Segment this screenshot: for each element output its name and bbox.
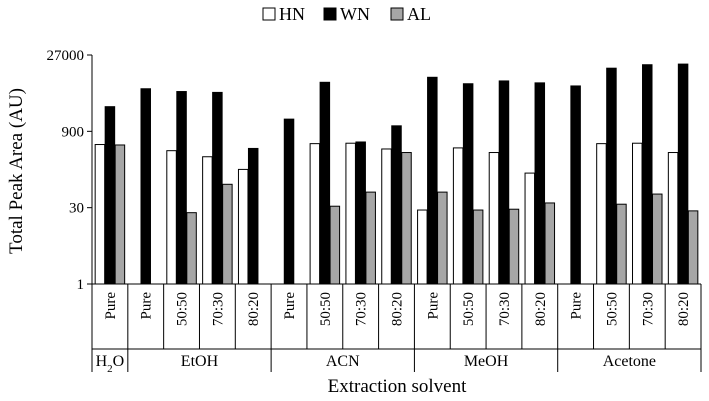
legend-swatch-wn — [323, 7, 337, 21]
bar-wn — [391, 125, 402, 285]
bar-wn — [283, 118, 295, 285]
bar-hn — [202, 156, 213, 285]
bar-wn — [176, 91, 187, 285]
bar-al — [544, 202, 556, 285]
bar-hn — [488, 152, 500, 285]
group-label: H2O — [96, 353, 125, 375]
bar-wn — [642, 64, 653, 285]
bar-wn — [534, 82, 546, 285]
category-label: 70:30 — [210, 292, 226, 326]
bar-al — [508, 208, 520, 285]
legend-swatch-hn — [262, 7, 276, 21]
bar-hn — [452, 147, 464, 285]
bar-hn — [237, 168, 249, 285]
category-label: 80:20 — [246, 292, 262, 326]
bar-wn — [140, 88, 151, 285]
x-axis: Pure Pure 50:50 70:30 80:20 Pure 50:50 70:30 80:… — [91, 283, 702, 375]
category-label: Pure — [282, 292, 298, 320]
bar-hn — [632, 142, 643, 285]
bar-al — [222, 183, 233, 285]
bar-hn — [667, 152, 679, 285]
bar-al — [365, 191, 376, 285]
group-label: ACN — [326, 353, 360, 370]
category-label: Pure — [139, 292, 155, 320]
bar-al — [652, 193, 663, 285]
category-label: Pure — [569, 292, 585, 320]
legend-swatch-al — [390, 7, 404, 21]
group-label: Acetone — [603, 353, 656, 370]
bar-hn — [524, 172, 536, 285]
bar-al — [437, 191, 448, 285]
category-label: 50:50 — [461, 292, 477, 326]
bar-wn — [247, 147, 259, 285]
legend: HN WN AL — [262, 4, 431, 24]
category-label: 70:30 — [497, 292, 513, 326]
category-label: 50:50 — [604, 292, 620, 326]
bar-al — [687, 210, 699, 285]
category-label: Pure — [103, 292, 119, 320]
y-axis: 1 30 900 27000 — [47, 48, 93, 293]
bar-wn — [212, 91, 223, 285]
group-label: MeOH — [464, 353, 509, 370]
category-label: 50:50 — [175, 292, 191, 326]
bar-al — [401, 152, 412, 285]
bar-hn — [417, 209, 428, 285]
bar-hn — [94, 144, 106, 285]
bar-wn — [104, 106, 116, 285]
bar-hn — [309, 143, 321, 285]
bar-wn — [677, 63, 689, 285]
bar-al — [186, 212, 197, 285]
category-label: 80:20 — [390, 292, 406, 326]
category-label: 70:30 — [354, 292, 370, 326]
category-label: 50:50 — [318, 292, 334, 326]
category-label: Pure — [425, 292, 441, 320]
bar-al — [472, 209, 484, 285]
bars — [94, 63, 699, 285]
legend-label-al: AL — [407, 4, 431, 24]
y-tick-label: 900 — [62, 124, 85, 140]
x-axis-title: Extraction solvent — [328, 376, 467, 397]
bar-al — [114, 144, 126, 285]
bar-hn — [166, 150, 177, 285]
bar-hn — [596, 143, 607, 285]
group-label: EtOH — [181, 353, 219, 370]
y-tick-label: 27000 — [47, 48, 85, 64]
bar-al — [616, 203, 627, 285]
bar-wn — [570, 85, 581, 285]
y-tick-label: 30 — [69, 201, 84, 217]
bar-wn — [319, 81, 331, 285]
bar-hn — [345, 142, 356, 285]
y-tick-label: 1 — [77, 277, 85, 293]
y-axis-title: Total Peak Area (AU) — [6, 88, 27, 254]
bar-wn — [427, 76, 438, 285]
bar-al — [329, 205, 341, 285]
bar-wn — [606, 67, 617, 285]
bar-wn — [498, 80, 510, 285]
category-label: 70:30 — [640, 292, 656, 326]
bar-hn — [381, 148, 392, 285]
bar-wn — [462, 83, 474, 285]
category-label: 80:20 — [676, 292, 692, 326]
legend-label-wn: WN — [340, 4, 370, 24]
legend-label-hn: HN — [279, 4, 305, 24]
category-label: 80:20 — [533, 292, 549, 326]
bar-wn — [355, 141, 366, 285]
